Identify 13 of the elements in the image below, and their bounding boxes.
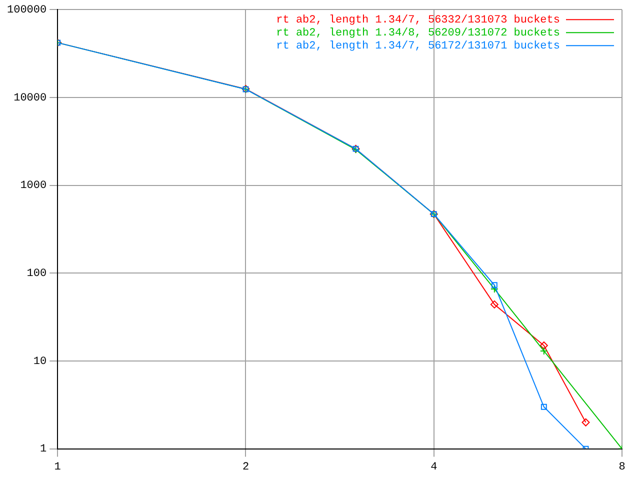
x-tick-label: 4 (430, 461, 438, 474)
x-tick-label: 8 (618, 461, 626, 474)
legend-label: rt ab2, length 1.34/7, 56172/131071 buckets (276, 40, 560, 53)
y-tick-label: 100 (26, 268, 47, 280)
y-tick-label: 10000 (14, 92, 47, 104)
y-tick-label: 1 (40, 444, 47, 456)
y-tick-label: 10 (33, 356, 47, 368)
x-tick-label: 1 (54, 461, 62, 474)
x-tick-label: 2 (242, 461, 250, 474)
y-tick-label: 100000 (6, 4, 47, 17)
legend-label: rt ab2, length 1.34/8, 56209/131072 buckets (276, 28, 560, 40)
y-tick-label: 1000 (20, 180, 47, 192)
legend-label: rt ab2, length 1.34/7, 56332/131073 buckets (276, 14, 560, 27)
